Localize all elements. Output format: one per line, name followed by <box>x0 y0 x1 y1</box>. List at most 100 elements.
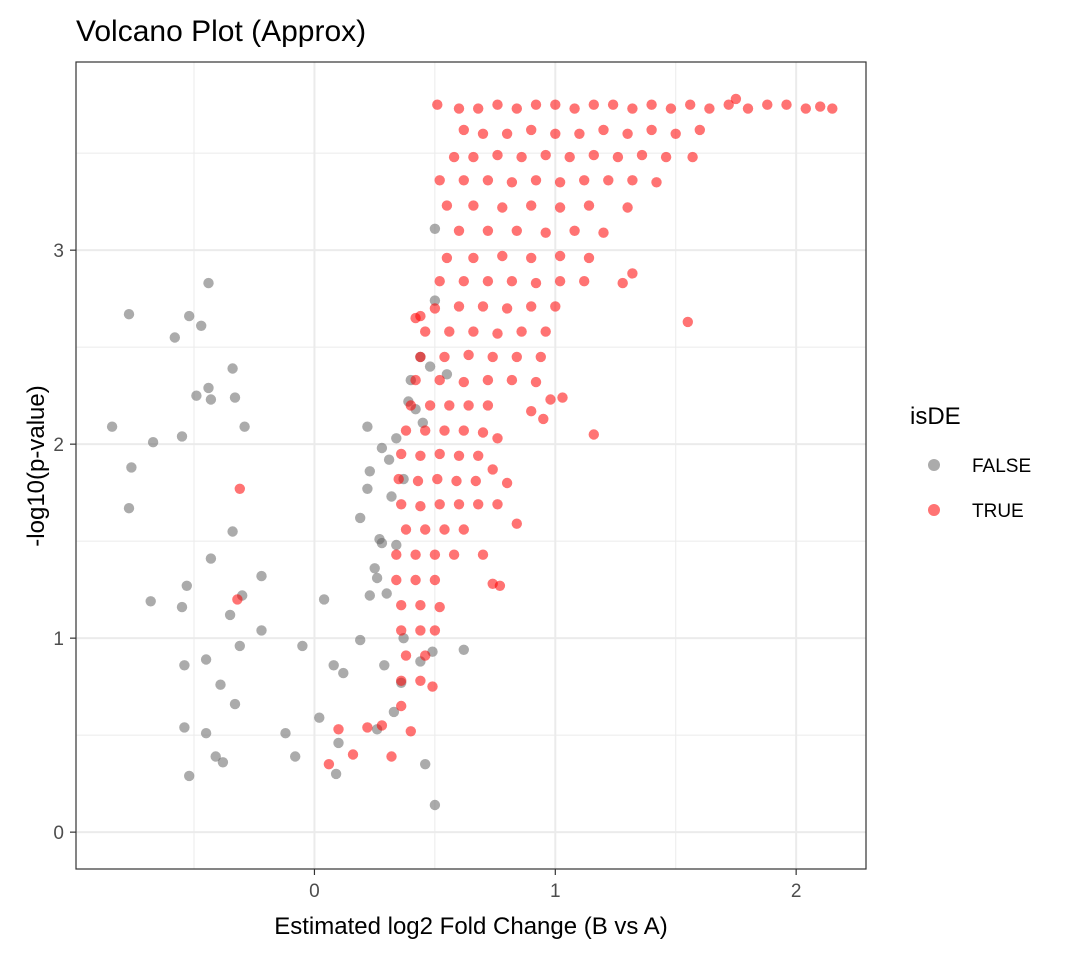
data-point-false <box>369 563 380 574</box>
data-point-true <box>482 175 494 186</box>
data-point-true <box>530 376 542 388</box>
data-point-true <box>685 99 696 110</box>
data-point-false <box>176 431 188 442</box>
data-point-true <box>622 202 633 213</box>
data-point-true <box>415 351 426 363</box>
data-point-true <box>441 252 453 264</box>
data-point-false <box>388 706 400 718</box>
data-point-true <box>415 450 426 461</box>
data-point-true <box>448 151 460 163</box>
data-point-true <box>497 202 508 213</box>
data-point-true <box>323 759 335 770</box>
data-point-true <box>598 124 609 136</box>
legend-label-false: FALSE <box>972 456 1031 477</box>
data-point-true <box>526 301 537 312</box>
data-point-true <box>492 149 503 161</box>
data-point-true <box>588 149 599 161</box>
data-point-false <box>441 369 453 380</box>
data-point-false <box>145 596 156 607</box>
data-point-true <box>410 574 421 586</box>
data-point-true <box>412 475 424 487</box>
data-point-false <box>429 295 441 306</box>
data-point-true <box>579 175 590 186</box>
x-tick-label: 2 <box>791 881 802 902</box>
data-point-true <box>550 99 561 110</box>
data-point-true <box>526 252 537 264</box>
data-point-false <box>417 417 428 428</box>
data-point-false <box>376 442 388 454</box>
data-point-true <box>458 376 469 388</box>
data-point-true <box>651 177 662 188</box>
data-point-true <box>612 151 624 163</box>
y-tick-label: 2 <box>53 435 64 456</box>
data-point-true <box>554 177 566 188</box>
data-point-true <box>451 475 462 487</box>
data-point-false <box>391 539 402 551</box>
data-point-true <box>415 675 426 686</box>
data-point-true <box>526 200 537 211</box>
data-point-false <box>398 633 409 644</box>
plot-border <box>75 61 867 870</box>
data-point-false <box>429 799 441 811</box>
data-point-false <box>362 421 373 432</box>
data-point-false <box>169 332 180 343</box>
data-point-true <box>439 425 450 436</box>
data-point-false <box>126 462 137 473</box>
data-point-true <box>444 326 455 337</box>
data-point-false <box>338 667 349 679</box>
data-point-true <box>400 650 412 661</box>
data-point-false <box>205 394 217 405</box>
data-point-true <box>607 99 619 110</box>
data-point-false <box>297 640 308 652</box>
data-point-false <box>391 433 402 444</box>
data-point-true <box>468 326 479 337</box>
data-point-true <box>453 225 465 236</box>
y-tick-label: 3 <box>53 241 64 262</box>
data-point-false <box>181 580 192 591</box>
data-point-true <box>477 549 489 560</box>
legend-swatch-false <box>928 459 940 471</box>
data-point-false <box>381 588 392 599</box>
data-point-true <box>473 499 484 510</box>
data-point-true <box>487 351 498 363</box>
data-point-true <box>827 103 838 114</box>
data-point-false <box>215 679 226 690</box>
data-point-true <box>511 103 522 114</box>
data-point-true <box>429 303 441 314</box>
data-point-true <box>530 175 542 186</box>
data-point-true <box>492 328 503 339</box>
data-point-true <box>482 276 494 287</box>
data-point-true <box>473 450 484 461</box>
data-point-true <box>420 425 431 436</box>
data-point-false <box>280 728 291 739</box>
data-point-true <box>627 103 638 114</box>
data-point-true <box>482 374 494 386</box>
data-point-false <box>184 310 195 322</box>
data-point-false <box>330 768 342 780</box>
data-point-true <box>530 277 542 289</box>
y-tick-label: 1 <box>53 629 64 650</box>
data-point-false <box>239 421 250 432</box>
data-point-true <box>506 177 518 188</box>
data-point-true <box>232 594 243 605</box>
data-point-false <box>374 534 385 545</box>
data-point-true <box>660 151 672 163</box>
data-point-true <box>396 499 407 510</box>
data-point-false <box>191 390 202 401</box>
data-point-true <box>762 99 773 110</box>
data-point-true <box>391 549 402 560</box>
data-point-true <box>473 103 484 114</box>
data-point-true <box>432 99 443 110</box>
data-point-true <box>434 276 445 287</box>
data-point-true <box>453 450 465 461</box>
data-point-false <box>420 759 431 770</box>
data-point-true <box>234 483 245 494</box>
data-point-true <box>396 448 407 460</box>
data-point-true <box>516 151 527 163</box>
data-point-true <box>396 675 407 686</box>
data-point-true <box>432 473 443 485</box>
data-point-false <box>203 382 214 394</box>
data-point-false <box>179 660 190 671</box>
data-point-true <box>441 200 453 211</box>
data-point-true <box>665 103 677 114</box>
